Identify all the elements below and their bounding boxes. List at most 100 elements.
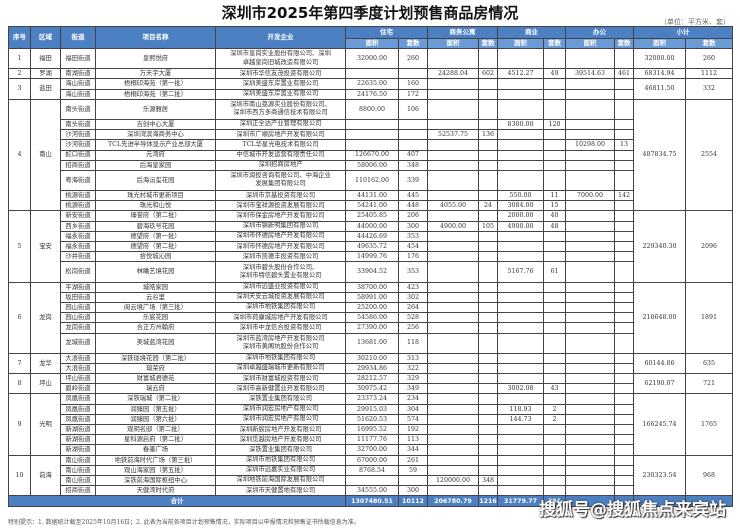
apt-area-cell (427, 454, 479, 466)
total-apt-units: 1216 (478, 495, 498, 508)
developer-line: 深圳市天健置地有限公司 (245, 486, 316, 494)
off-units-cell (614, 413, 634, 426)
street-cell: 南山街道 (60, 474, 96, 487)
com-units-cell (543, 251, 566, 263)
street-cell: 松岗街道 (60, 261, 96, 283)
res-units-cell: 313 (398, 352, 428, 364)
off-units-cell (614, 423, 634, 436)
apt-units-cell (478, 98, 498, 120)
apt-units-cell (478, 485, 498, 497)
subtotal-units-cell: 968 (685, 454, 733, 497)
off-area-cell: 39514.63 (565, 68, 615, 80)
res-units-cell: 260 (398, 47, 428, 70)
developer-line: 深圳美盛东岸置业有限公司 (242, 90, 319, 98)
off-area-cell (565, 78, 615, 90)
street-cell: 西乡街道 (60, 220, 96, 232)
total-off-area (565, 495, 615, 508)
table-row: 西乡街道 碧海玖号花园 深圳市锦新明集团有限公司 44000.00 300 4900.00… (9, 220, 733, 232)
developer-line: 深圳市怀德房地产开发有限公司 (236, 232, 325, 240)
developer-cell: 中信城市开发运营有限责任公司 (215, 149, 346, 161)
apt-units-cell: 24 (478, 200, 498, 212)
res-units-cell: 353 (398, 230, 428, 243)
off-area-cell (565, 434, 615, 446)
col-units: 套数 (614, 38, 634, 49)
res-area-cell: 54586.00 (345, 312, 399, 324)
table-row: 沙井街道 拾悦城沁园 深圳市凯德丰投资有限公司 14999.76 176 (9, 251, 733, 263)
com-units-cell (543, 312, 566, 324)
off-area-cell (565, 291, 615, 303)
res-area-cell: 22635.00 (345, 78, 399, 90)
apt-area-cell (427, 47, 479, 70)
apt-area-cell (427, 393, 479, 405)
com-area-cell (497, 169, 544, 192)
res-area-cell: 51620.53 (345, 413, 399, 426)
apt-units-cell (478, 149, 498, 161)
developer-cell: 深圳市保金房地产开发有限公司 (215, 210, 346, 222)
table-row: 园山街道 乐宸花园 深圳市荷康城房地产开发有限公司 54586.00 528 (9, 312, 733, 324)
developer-line: 深圳市保金房地产开发有限公司 (236, 211, 325, 219)
apt-area-cell (427, 423, 479, 436)
apt-units-cell (478, 261, 498, 283)
apt-units-cell (478, 454, 498, 466)
res-units-cell: 118 (398, 332, 428, 354)
table-row: 2 罗湖 南湖街道 万天宇大厦 深圳市华信友茂投资有限公司 24288.04 602 4512… (8, 68, 733, 80)
com-area-cell (497, 362, 544, 375)
com-units-cell (543, 322, 566, 334)
developer-line: 深圳市地铁集团有限公司 (245, 456, 316, 464)
com-units-cell: 61 (543, 261, 566, 283)
col-area: 面积 (427, 38, 479, 49)
com-area-cell (497, 434, 544, 446)
com-area-cell (497, 139, 544, 151)
apt-area-cell (427, 240, 479, 253)
seq-cell: 10 (8, 454, 31, 497)
col-office: 办公 (565, 26, 634, 39)
subtotal-area-cell: 32000.00 (633, 47, 686, 70)
res-area-cell: 24176.50 (345, 88, 399, 100)
table-row: 福永街道 德望府（第一批） 深圳市怀德房地产开发有限公司 44426.69 353 (9, 230, 733, 243)
developer-line: 深圳市西方多商通信技术有限公司 (233, 109, 328, 117)
total-label: 合计 (8, 495, 346, 508)
project-name-cell: 拾悦城沁园 (95, 251, 216, 263)
developer-line: 深圳市地铁集团有限公司 (245, 354, 316, 362)
project-name-cell: 元湾府 (95, 149, 216, 161)
apt-area-cell: 52537.75 (427, 129, 479, 141)
off-area-cell (565, 444, 615, 456)
com-area-cell (497, 251, 544, 263)
district-cell: 宝安 (30, 210, 61, 283)
developer-line: 深圳卓越盛瑞城市更新有限公司 (236, 364, 325, 372)
street-cell: 龙岗街道 (60, 322, 96, 334)
apt-area-cell (427, 159, 479, 171)
res-units-cell: 322 (398, 362, 428, 375)
table-row: 新湖街道 观玥名邸（第二批） 深圳新宸房地产开发有限公司 16995.52 192 (9, 423, 733, 436)
apt-area-cell: 4900.00 (427, 220, 479, 232)
header-row: 序号 区域 街道 项目名称 开发企业 住宅 商务公寓 商业 办公 小计 (8, 26, 733, 49)
off-units-cell (614, 464, 634, 476)
apt-units-cell (478, 383, 498, 395)
project-name-cell: 璟荣府 (95, 362, 216, 375)
project-name-cell: 天健湾时代府 (95, 485, 216, 497)
apt-units-cell (478, 118, 498, 131)
com-area-cell (497, 149, 544, 161)
table-row: 1 福田 福田街道 皇熙悦府 深圳市皇岗实业股份有限公司、深圳 卓越皇岗旧城改造有限公司 3… (8, 47, 733, 70)
developer-line: 深圳市黄阁坑股份合作公司 (242, 343, 319, 351)
res-area-cell: 8800.00 (345, 98, 399, 120)
developer-cell: 深圳市润宏房地产有限公司 (215, 413, 346, 426)
off-units-cell (614, 118, 634, 131)
district-cell: 光明 (30, 393, 61, 456)
apt-units-cell (478, 403, 498, 415)
off-area-cell (565, 413, 615, 426)
street-cell: 碧岭街道 (60, 383, 96, 395)
developer-cell: 深圳市南山荔源实业股份有限公司、 深圳市西方多商通信技术有限公司 (215, 98, 346, 120)
project-name-cell: 林曦艺境花园 (95, 261, 216, 283)
apt-area-cell (427, 139, 479, 151)
com-units-cell (543, 291, 566, 303)
developer-cell: 深圳市荷康城房地产开发有限公司 (215, 312, 346, 324)
off-area-cell (565, 230, 615, 243)
developer-line: 深圳市怀德房地产开发有限公司 (236, 242, 325, 250)
com-units-cell (543, 464, 566, 476)
com-units-cell (543, 373, 566, 385)
col-district: 区域 (30, 26, 61, 49)
com-units-cell (543, 129, 566, 141)
developer-cell: 深圳市润投咨询有限公司、中海企业 发展集团有限公司 (215, 169, 346, 192)
total-res-area: 1307480.51 (345, 495, 399, 508)
